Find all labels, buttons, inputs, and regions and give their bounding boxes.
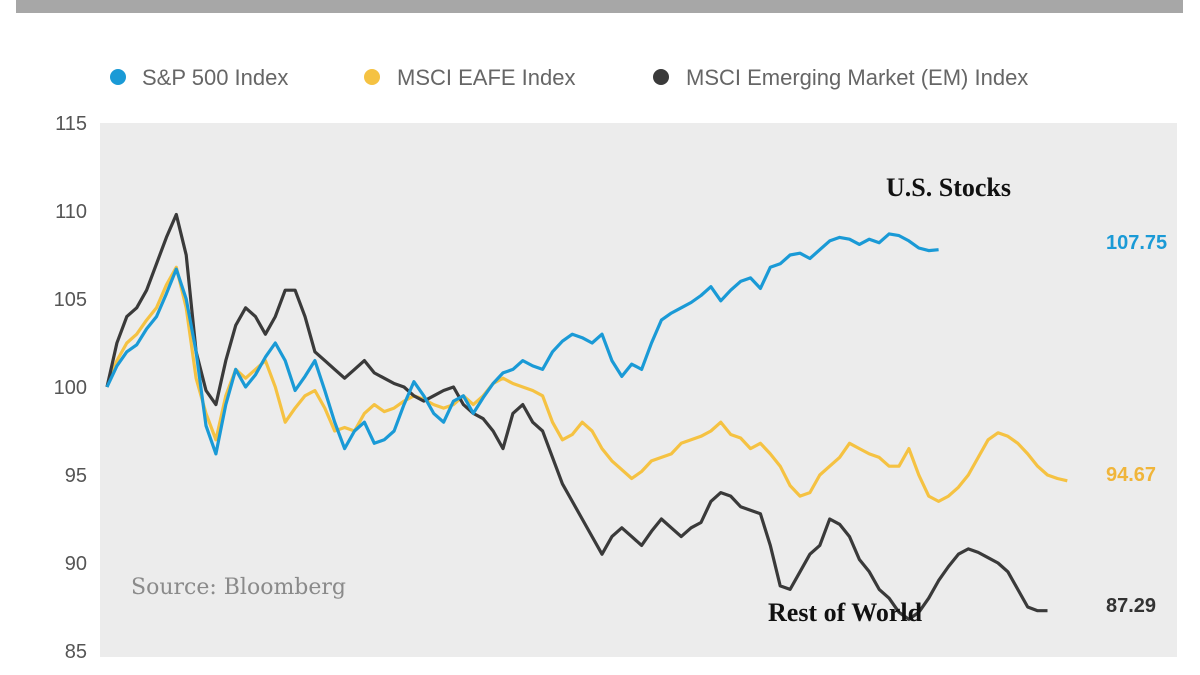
end-value-label-em: 87.29 bbox=[1106, 595, 1156, 617]
y-tick-label: 100 bbox=[54, 377, 87, 399]
y-tick-label: 115 bbox=[55, 113, 87, 135]
legend-dot-eafe bbox=[364, 69, 380, 85]
rest-of-world-annotation: Rest of World bbox=[768, 598, 923, 627]
legend-dot-sp500 bbox=[110, 69, 126, 85]
series-line-sp500 bbox=[105, 232, 939, 456]
plot-background bbox=[100, 123, 1177, 657]
y-axis: 115 110 105 100 95 90 85 bbox=[54, 113, 87, 663]
y-tick-label: 105 bbox=[54, 289, 87, 311]
series-line-eafe bbox=[105, 265, 1068, 503]
series-lines bbox=[105, 212, 1068, 621]
source-note: Source: Bloomberg bbox=[131, 575, 346, 600]
y-tick-label: 110 bbox=[55, 201, 87, 223]
y-tick-label: 95 bbox=[65, 465, 87, 487]
y-tick-label: 85 bbox=[65, 641, 87, 663]
legend-label-em: MSCI Emerging Market (EM) Index bbox=[686, 65, 1028, 90]
legend-dot-em bbox=[653, 69, 669, 85]
end-value-label-sp500: 107.75 bbox=[1106, 232, 1167, 254]
legend-label-sp500: S&P 500 Index bbox=[142, 65, 288, 90]
header-bar bbox=[16, 0, 1183, 13]
legend-label-eafe: MSCI EAFE Index bbox=[397, 65, 576, 90]
y-tick-label: 90 bbox=[65, 553, 87, 575]
end-value-label-eafe: 94.67 bbox=[1106, 464, 1156, 486]
us-stocks-annotation: U.S. Stocks bbox=[886, 173, 1011, 202]
series-line-em bbox=[105, 212, 1048, 621]
end-labels: 107.75 94.67 87.29 bbox=[1106, 232, 1167, 617]
legend: S&P 500 Index MSCI EAFE Index MSCI Emerg… bbox=[110, 65, 1028, 90]
